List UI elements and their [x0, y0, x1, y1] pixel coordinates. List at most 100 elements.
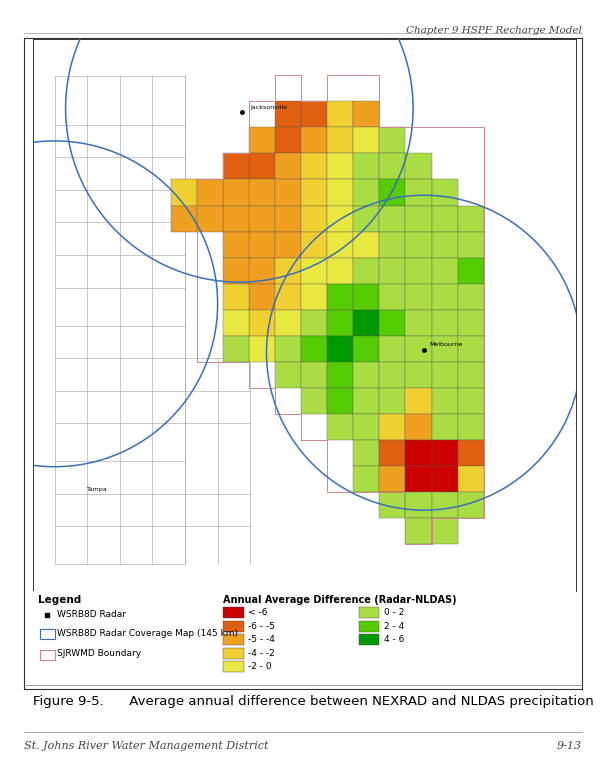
Bar — [249, 310, 275, 336]
Bar — [458, 440, 484, 466]
Bar — [223, 206, 249, 232]
Bar — [406, 258, 431, 284]
Text: Legend: Legend — [38, 594, 82, 605]
Bar — [458, 362, 484, 388]
Text: Chapter 9 HSPF Recharge Model: Chapter 9 HSPF Recharge Model — [406, 26, 582, 35]
Bar — [328, 127, 353, 153]
Bar — [353, 206, 379, 232]
Bar — [406, 206, 431, 232]
Text: Jacksonville: Jacksonville — [250, 105, 287, 110]
Bar — [223, 647, 244, 659]
Bar — [458, 336, 484, 362]
Bar — [431, 284, 458, 310]
Bar — [431, 310, 458, 336]
Bar — [353, 336, 379, 362]
Bar — [223, 661, 244, 672]
Bar — [359, 607, 379, 618]
Text: WSRB8D Radar: WSRB8D Radar — [58, 610, 127, 619]
Text: 0 - 2: 0 - 2 — [384, 608, 404, 617]
Text: Figure 9-5.      Average annual difference between NEXRAD and NLDAS precipitatio: Figure 9-5. Average annual difference be… — [33, 695, 594, 709]
Bar — [353, 179, 379, 206]
Bar — [275, 232, 301, 258]
Bar — [40, 650, 55, 660]
Bar — [406, 362, 431, 388]
Bar — [379, 153, 406, 179]
Bar — [249, 153, 275, 179]
Bar — [406, 493, 431, 518]
Bar — [379, 362, 406, 388]
Bar — [353, 388, 379, 414]
Bar — [353, 284, 379, 310]
Bar — [275, 258, 301, 284]
Bar — [431, 232, 458, 258]
Bar — [406, 518, 431, 545]
Text: 2 - 4: 2 - 4 — [384, 622, 404, 631]
Bar — [353, 440, 379, 466]
Bar — [249, 258, 275, 284]
Bar — [353, 101, 379, 127]
Bar — [40, 629, 55, 639]
Bar — [379, 440, 406, 466]
Bar — [301, 127, 328, 153]
Bar — [301, 153, 328, 179]
Bar — [328, 232, 353, 258]
Bar — [431, 466, 458, 493]
Bar — [406, 466, 431, 493]
Bar — [431, 518, 458, 545]
Text: -4 - -2: -4 - -2 — [248, 649, 275, 658]
Bar — [328, 258, 353, 284]
Bar — [249, 206, 275, 232]
Bar — [328, 179, 353, 206]
Bar — [301, 284, 328, 310]
Bar — [328, 336, 353, 362]
Bar — [223, 310, 249, 336]
Bar — [301, 388, 328, 414]
Bar — [458, 206, 484, 232]
Bar — [431, 388, 458, 414]
Bar — [301, 179, 328, 206]
Text: WSRB8D Radar Coverage Map (145 km): WSRB8D Radar Coverage Map (145 km) — [58, 629, 238, 638]
Text: SJRWMD Boundary: SJRWMD Boundary — [58, 650, 142, 658]
Bar — [301, 336, 328, 362]
Bar — [353, 310, 379, 336]
Bar — [431, 414, 458, 440]
Bar — [458, 414, 484, 440]
Bar — [359, 634, 379, 646]
Bar — [379, 414, 406, 440]
Bar — [249, 284, 275, 310]
Bar — [301, 232, 328, 258]
Bar — [301, 362, 328, 388]
Bar — [223, 607, 244, 618]
Text: 4 - 6: 4 - 6 — [384, 636, 404, 644]
Bar — [223, 634, 244, 646]
Bar — [328, 284, 353, 310]
Bar — [379, 336, 406, 362]
Bar — [328, 101, 353, 127]
Bar — [406, 310, 431, 336]
Bar — [431, 336, 458, 362]
Bar — [275, 362, 301, 388]
Bar — [379, 284, 406, 310]
Bar — [458, 388, 484, 414]
Text: Annual Average Difference (Radar-NLDAS): Annual Average Difference (Radar-NLDAS) — [223, 594, 457, 605]
Bar — [328, 362, 353, 388]
Bar — [359, 621, 379, 632]
Bar — [328, 206, 353, 232]
Bar — [379, 493, 406, 518]
Text: < -6: < -6 — [248, 608, 268, 617]
Bar — [353, 258, 379, 284]
Bar — [223, 284, 249, 310]
Bar — [301, 310, 328, 336]
Bar — [197, 179, 223, 206]
Bar — [458, 310, 484, 336]
Bar — [406, 153, 431, 179]
Bar — [328, 414, 353, 440]
Text: -2 - 0: -2 - 0 — [248, 662, 272, 671]
Bar — [353, 362, 379, 388]
Bar — [275, 284, 301, 310]
Bar — [431, 206, 458, 232]
Bar — [406, 284, 431, 310]
Text: -6 - -5: -6 - -5 — [248, 622, 275, 631]
Text: St. Johns River Water Management District: St. Johns River Water Management Distric… — [24, 741, 269, 751]
Bar — [353, 232, 379, 258]
